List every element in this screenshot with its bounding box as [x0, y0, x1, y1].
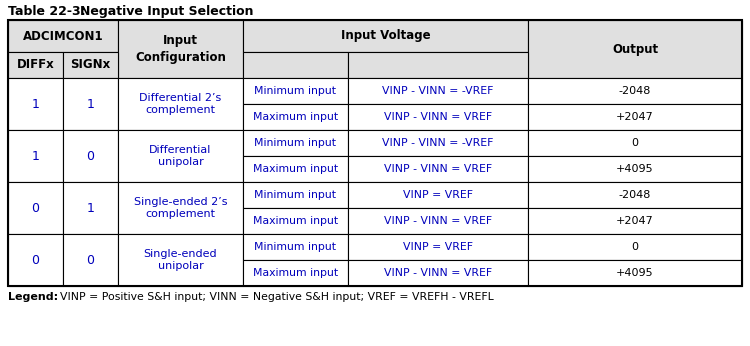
Bar [528, 182, 742, 208]
Bar [243, 20, 528, 52]
Bar [243, 234, 348, 260]
Bar [63, 78, 118, 130]
Bar [528, 156, 742, 182]
Text: 0: 0 [632, 242, 638, 252]
Bar [118, 234, 243, 286]
Bar [8, 20, 742, 286]
Bar [8, 78, 63, 130]
Text: +4095: +4095 [616, 164, 654, 174]
Text: VINP - VINN = VREF: VINP - VINN = VREF [384, 164, 492, 174]
Text: Input
Configuration: Input Configuration [135, 34, 226, 64]
Text: VINP - VINN = VREF: VINP - VINN = VREF [384, 216, 492, 226]
Bar [118, 20, 243, 78]
Text: +2047: +2047 [616, 216, 654, 226]
Bar [348, 260, 528, 286]
Text: 0: 0 [86, 254, 94, 266]
Text: 0: 0 [32, 201, 40, 215]
Text: Maximum input: Maximum input [253, 112, 338, 122]
Text: DIFFx: DIFFx [16, 58, 54, 72]
Bar [528, 130, 742, 156]
Text: +2047: +2047 [616, 112, 654, 122]
Bar [528, 234, 742, 260]
Text: -2048: -2048 [619, 86, 651, 96]
Text: Minimum input: Minimum input [254, 242, 337, 252]
Bar [348, 156, 528, 182]
Text: Minimum input: Minimum input [254, 138, 337, 148]
Bar [243, 156, 348, 182]
Bar [118, 182, 243, 234]
Bar [63, 130, 118, 182]
Text: Differential 2’s
complement: Differential 2’s complement [140, 93, 222, 116]
Text: 1: 1 [86, 201, 94, 215]
Bar [8, 182, 63, 234]
Text: -2048: -2048 [619, 190, 651, 200]
Text: ADCIMCON1: ADCIMCON1 [22, 29, 104, 43]
Text: Minimum input: Minimum input [254, 86, 337, 96]
Bar [348, 104, 528, 130]
Bar [528, 78, 742, 104]
Text: VINP = VREF: VINP = VREF [403, 190, 473, 200]
Text: Single-ended 2’s
complement: Single-ended 2’s complement [134, 197, 227, 219]
Text: VINP - VINN = VREF: VINP - VINN = VREF [384, 112, 492, 122]
Text: 1: 1 [86, 98, 94, 110]
Text: 1: 1 [32, 149, 40, 163]
Text: Minimum input: Minimum input [254, 190, 337, 200]
Bar [528, 104, 742, 130]
Text: VINP - VINN = -VREF: VINP - VINN = -VREF [382, 86, 494, 96]
Bar [8, 52, 63, 78]
Text: Negative Input Selection: Negative Input Selection [80, 5, 254, 18]
Bar [8, 130, 63, 182]
Text: 0: 0 [86, 149, 94, 163]
Text: Differential
unipolar: Differential unipolar [149, 145, 211, 167]
Bar [348, 234, 528, 260]
Text: Input Voltage: Input Voltage [340, 29, 430, 43]
Text: VINP = VREF: VINP = VREF [403, 242, 473, 252]
Text: Maximum input: Maximum input [253, 164, 338, 174]
Bar [243, 208, 348, 234]
Text: Legend:: Legend: [8, 292, 58, 302]
Text: Output: Output [612, 43, 658, 55]
Bar [348, 208, 528, 234]
Bar [528, 20, 742, 78]
Bar [528, 208, 742, 234]
Bar [348, 78, 528, 104]
Text: +4095: +4095 [616, 268, 654, 278]
Text: VINP - VINN = -VREF: VINP - VINN = -VREF [382, 138, 494, 148]
Bar [63, 234, 118, 286]
Bar [243, 182, 348, 208]
Bar [8, 20, 118, 52]
Bar [63, 52, 118, 78]
Bar [243, 78, 348, 104]
Bar [8, 234, 63, 286]
Text: Maximum input: Maximum input [253, 216, 338, 226]
Text: VINP = Positive S&H input; VINN = Negative S&H input; VREF = VREFH - VREFL: VINP = Positive S&H input; VINN = Negati… [60, 292, 494, 302]
Bar [243, 104, 348, 130]
Bar [528, 260, 742, 286]
Text: 0: 0 [32, 254, 40, 266]
Bar [243, 260, 348, 286]
Text: Table 22-3:: Table 22-3: [8, 5, 86, 18]
Text: VINP - VINN = VREF: VINP - VINN = VREF [384, 268, 492, 278]
Text: Maximum input: Maximum input [253, 268, 338, 278]
Text: SIGNx: SIGNx [70, 58, 111, 72]
Bar [348, 52, 528, 78]
Text: Single-ended
unipolar: Single-ended unipolar [144, 248, 218, 271]
Bar [118, 78, 243, 130]
Bar [348, 182, 528, 208]
Bar [243, 52, 348, 78]
Bar [348, 130, 528, 156]
Bar [118, 130, 243, 182]
Bar [63, 182, 118, 234]
Text: 0: 0 [632, 138, 638, 148]
Bar [243, 130, 348, 156]
Text: 1: 1 [32, 98, 40, 110]
